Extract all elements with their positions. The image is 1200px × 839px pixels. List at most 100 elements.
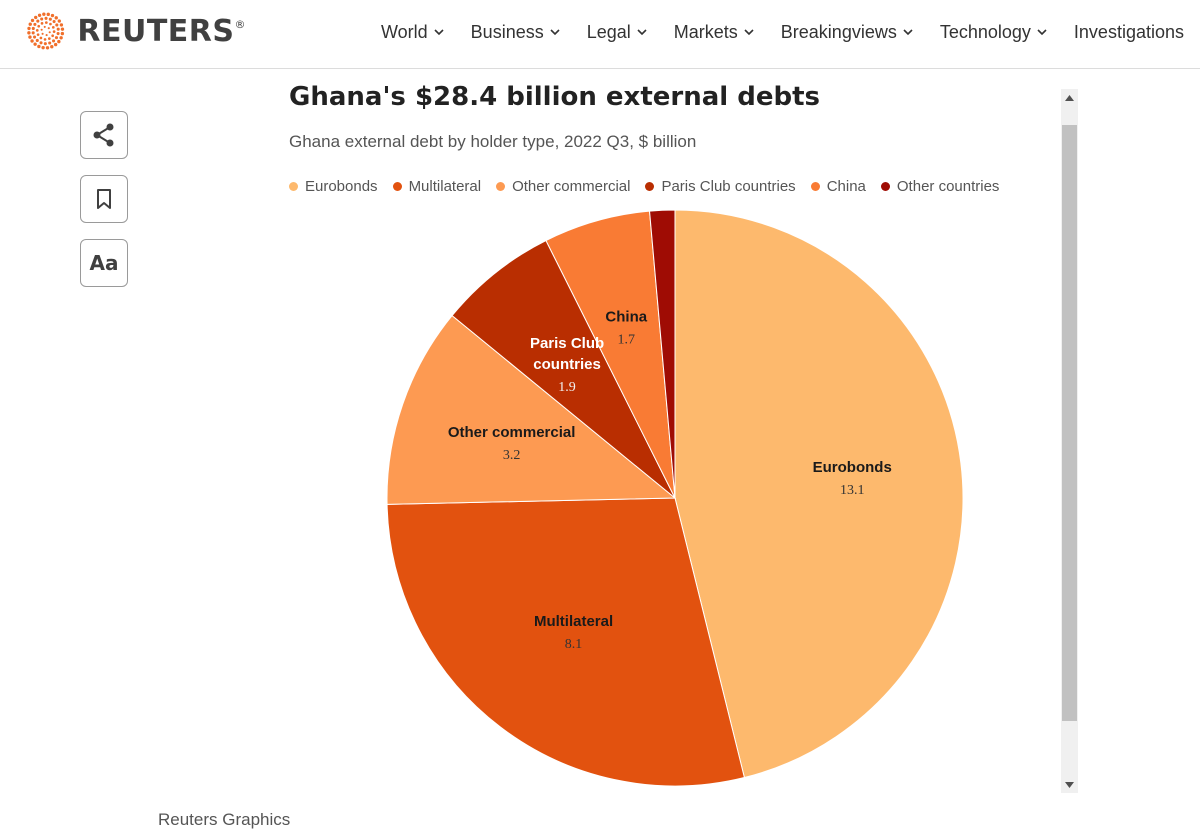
legend-item: Multilateral xyxy=(392,178,481,195)
legend-swatch xyxy=(810,182,820,191)
nav-item-breakingviews[interactable]: Breakingviews xyxy=(781,22,914,43)
legend-item: Paris Club countries xyxy=(645,178,796,195)
logo-dot xyxy=(59,23,64,27)
reuters-logo[interactable]: REUTERS® xyxy=(26,4,246,58)
legend-item: Eurobonds xyxy=(289,178,378,195)
bookmark-button[interactable] xyxy=(80,175,128,223)
pie-slice-value: 13.1 xyxy=(840,483,865,498)
legend-label: China xyxy=(826,178,866,195)
nav-item-label: World xyxy=(380,21,428,42)
nav-item-technology[interactable]: Technology xyxy=(940,22,1048,43)
pie-slice xyxy=(674,209,964,779)
nav-item-label: Legal xyxy=(586,21,631,42)
chevron-down-icon xyxy=(550,29,560,36)
logo-dot xyxy=(53,42,58,47)
scroll-up-button[interactable] xyxy=(1061,89,1078,106)
pie-slice-value: 1.9 xyxy=(558,380,576,395)
legend-item: China xyxy=(810,178,866,195)
nav-item-label: Investigations xyxy=(1073,21,1184,42)
logo-dot xyxy=(27,31,31,35)
pie-slice-label: Paris Club xyxy=(530,335,604,352)
logo-dot xyxy=(35,38,39,43)
triangle-up-icon xyxy=(1065,94,1074,101)
logo-dot xyxy=(43,42,47,46)
logo-dot xyxy=(43,38,47,41)
logo-dot xyxy=(60,27,65,31)
chevron-down-icon xyxy=(744,29,754,36)
triangle-down-icon xyxy=(1065,781,1074,788)
logo-dot xyxy=(33,42,37,46)
logo-dot xyxy=(51,34,54,38)
logo-dot xyxy=(27,26,31,31)
logo-dot xyxy=(36,33,40,36)
logo-dot xyxy=(37,44,41,49)
logo-dot xyxy=(28,35,32,39)
logo-dot xyxy=(52,39,56,43)
logo-dot xyxy=(36,19,40,23)
nav-item-markets[interactable]: Markets xyxy=(674,22,755,43)
logo-dot xyxy=(41,32,44,35)
pie-slice-value: 1.7 xyxy=(617,333,635,348)
logo-dot xyxy=(52,30,56,33)
nav-item-label: Breakingviews xyxy=(780,21,897,42)
legend-swatch xyxy=(392,182,402,191)
chart-legend: Eurobonds Multilateral Other commercial Par… xyxy=(289,178,1014,195)
logo-dot xyxy=(56,31,60,36)
logo-dot xyxy=(51,26,55,29)
logo-dot xyxy=(43,25,46,28)
chart-title: Ghana's $28.4 billion external debts xyxy=(289,82,820,112)
nav-item-legal[interactable]: Legal xyxy=(587,22,648,43)
logo-dot xyxy=(50,13,55,18)
pie-slice-label: Multilateral xyxy=(534,613,613,630)
logo-dot xyxy=(42,12,46,16)
logo-dot xyxy=(60,31,65,36)
nav-item-business[interactable]: Business xyxy=(471,22,561,43)
logo-dot xyxy=(45,34,48,37)
logo-dot xyxy=(31,31,35,35)
share-button[interactable] xyxy=(80,111,128,159)
scrollbar-thumb[interactable] xyxy=(1062,125,1077,721)
nav-item-label: Business xyxy=(470,21,544,42)
scrollbar[interactable] xyxy=(1061,89,1078,793)
share-icon xyxy=(93,123,114,147)
pie-slice-label: China xyxy=(605,309,647,326)
logo-dot xyxy=(47,27,50,30)
logo-dot xyxy=(41,45,45,50)
logo-dot xyxy=(49,22,52,26)
legend-item: Other commercial xyxy=(496,178,630,195)
logo-dot xyxy=(45,46,50,50)
logo-dot xyxy=(46,12,50,17)
logo-dot xyxy=(34,15,38,20)
logo-dot xyxy=(54,16,58,20)
chevron-down-icon xyxy=(637,29,647,36)
logo-dot xyxy=(33,35,37,39)
nav-item-world[interactable]: World xyxy=(381,22,445,43)
logo-dot xyxy=(39,41,43,45)
chevron-down-icon xyxy=(434,29,444,36)
legend-label: Eurobonds xyxy=(305,178,378,195)
chart-subtitle: Ghana external debt by holder type, 2022… xyxy=(289,132,697,151)
bookmark-icon xyxy=(97,189,111,209)
reuters-logo-icon xyxy=(27,12,65,50)
site-header: REUTERS® World Business Legal Markets Breaki… xyxy=(0,0,1200,69)
pie-slice-label: Eurobonds xyxy=(813,459,892,476)
scroll-down-button[interactable] xyxy=(1061,776,1078,793)
logo-dot xyxy=(48,17,52,21)
logo-dot xyxy=(40,17,44,21)
nav-item-investigations[interactable]: Investigations xyxy=(1074,22,1184,43)
logo-dot xyxy=(59,36,63,40)
font-size-label: Aa xyxy=(89,251,119,275)
font-size-button[interactable]: Aa xyxy=(80,239,128,287)
logo-text: REUTERS® xyxy=(77,13,246,49)
pie-slice-label: Other commercial xyxy=(448,424,576,441)
logo-dot xyxy=(54,36,59,40)
logo-dot xyxy=(57,19,61,23)
logo-dot xyxy=(30,39,34,43)
legend-swatch xyxy=(496,182,506,191)
logo-dot xyxy=(50,45,54,49)
logo-dot xyxy=(44,16,48,20)
graphic-credit: Reuters Graphics xyxy=(158,810,291,829)
logo-dot xyxy=(48,37,51,40)
logo-dot xyxy=(37,24,41,28)
logo-dot xyxy=(33,22,37,26)
